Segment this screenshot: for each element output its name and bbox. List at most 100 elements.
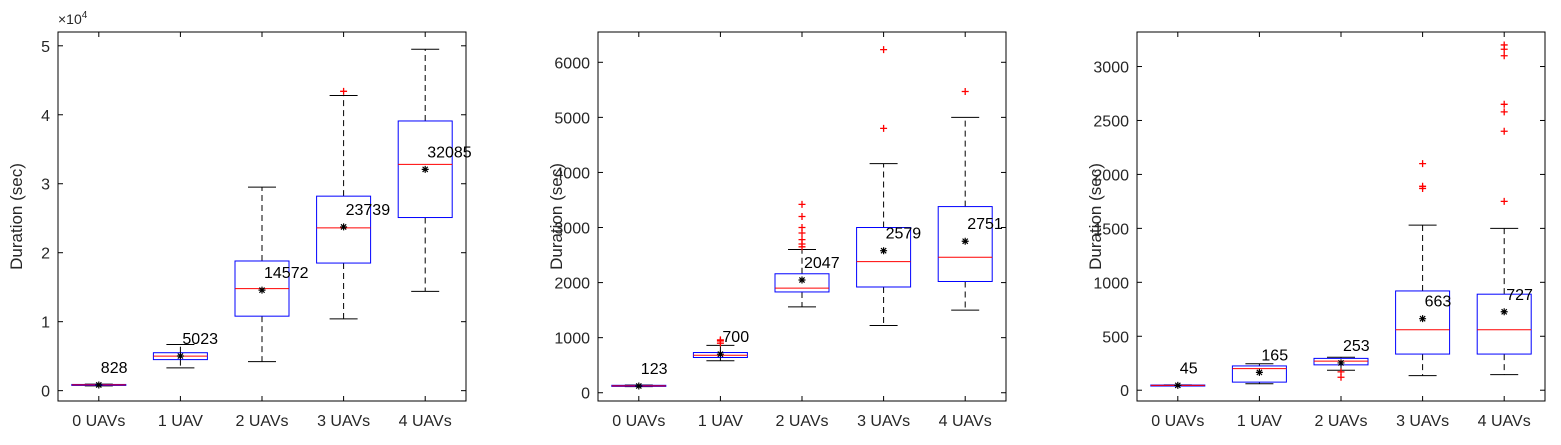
- box-iqr: [1476, 293, 1532, 355]
- mean-value-label: 2751: [967, 216, 1003, 233]
- y-tick-label: 2500: [1093, 113, 1129, 130]
- x-tick-label: 2 UAVs: [1314, 413, 1367, 430]
- box-3: 253: [1313, 338, 1370, 381]
- mean-value-label: 165: [1261, 347, 1288, 364]
- box-3: 14572: [234, 186, 309, 363]
- mean-value-label: 123: [641, 361, 668, 378]
- y-tick-label: 0: [41, 384, 50, 401]
- x-tick-label: 3 UAVs: [857, 413, 910, 430]
- outlier-marker: [1500, 52, 1508, 60]
- y-tick-label: 1: [41, 315, 50, 332]
- y-tick-label: 5: [41, 39, 50, 56]
- outlier-marker: [798, 236, 806, 244]
- x-tick-label: 0 UAVs: [612, 413, 665, 430]
- box-iqr: [856, 227, 912, 288]
- outlier-marker: [1500, 100, 1508, 108]
- box-4: 663: [1395, 160, 1451, 377]
- y-exponent-base: ×10: [58, 11, 82, 27]
- outlier-marker: [340, 87, 348, 95]
- box-1: 123: [611, 361, 668, 390]
- x-tick-label: 1 UAV: [698, 413, 743, 430]
- y-tick-label: 4: [41, 108, 50, 125]
- y-tick-label: 2000: [1093, 167, 1129, 184]
- mean-marker: [258, 286, 266, 294]
- box-iqr: [937, 206, 993, 282]
- mean-marker: [176, 352, 184, 360]
- mean-marker: [880, 247, 888, 255]
- x-tick-label: 3 UAVs: [317, 413, 370, 430]
- mean-marker: [1419, 315, 1427, 323]
- mean-value-label: 2047: [804, 255, 840, 272]
- y-axis-label: Duration (sec): [7, 163, 26, 270]
- outlier-marker: [798, 224, 806, 232]
- boxplot-panel-2: 0 1000 2000 3000 4000 5000 6000 0 UAVs 1 UAV 2 UA…: [547, 31, 1007, 430]
- mean-marker: [421, 165, 429, 173]
- mean-marker: [961, 237, 969, 245]
- mean-value-label: 45: [1180, 360, 1198, 377]
- x-tick-label: 1 UAV: [158, 413, 203, 430]
- x-tick-label: 3 UAVs: [1396, 413, 1449, 430]
- mean-value-label: 2579: [886, 226, 922, 243]
- y-exponent-label: ×104: [58, 10, 88, 27]
- mean-marker: [798, 276, 806, 284]
- x-tick-label: 2 UAVs: [235, 413, 288, 430]
- box-iqr: [397, 120, 453, 219]
- y-tick-label: 5000: [554, 110, 590, 127]
- axes-frame: [1136, 31, 1546, 402]
- outlier-marker: [1500, 41, 1508, 49]
- box-5: 2751: [937, 87, 1003, 311]
- box-iqr: [1231, 365, 1287, 383]
- y-axis-label: Duration (sec): [547, 163, 566, 270]
- boxplot-panel-3: 0 500 1000 1500 2000 2500 3000 0 UAVs 1 UAV 2 UAV…: [1086, 31, 1546, 430]
- outlier-marker: [1500, 197, 1508, 205]
- x-tick-label: 4 UAVs: [1478, 413, 1531, 430]
- box-3: 2047: [774, 200, 840, 308]
- outlier-marker: [1337, 368, 1345, 376]
- mean-value-label: 5023: [182, 331, 218, 348]
- outlier-marker: [798, 213, 806, 220]
- y-tick-label: 1000: [554, 331, 590, 348]
- outlier-marker: [716, 336, 724, 344]
- x-tick-label: 4 UAVs: [399, 413, 452, 430]
- mean-value-label: 700: [722, 329, 749, 346]
- mean-marker: [716, 350, 724, 358]
- boxplot-panel-1: 0 1 2 3 4 5 0 UAVs 1 UAV 2 UAVs 3 UAVs 4 UAVs Durat…: [7, 10, 472, 430]
- y-tick-label: 2000: [554, 276, 590, 293]
- outlier-marker: [1419, 182, 1427, 190]
- mean-marker: [340, 223, 348, 231]
- outlier-marker: [1500, 108, 1508, 116]
- mean-marker: [95, 381, 103, 389]
- box-1: 45: [1150, 360, 1206, 389]
- x-tick-label: 0 UAVs: [72, 413, 125, 430]
- box-5: 32085: [397, 48, 472, 292]
- outlier-marker: [880, 124, 888, 132]
- y-tick-label: 0: [1120, 383, 1129, 400]
- mean-marker: [635, 382, 643, 390]
- x-tick-label: 4 UAVs: [939, 413, 992, 430]
- box-2: 5023: [152, 331, 218, 369]
- x-tick-label: 1 UAV: [1237, 413, 1282, 430]
- box-iqr: [1395, 290, 1451, 355]
- y-exponent-power: 4: [82, 10, 88, 21]
- box-iqr: [774, 273, 830, 293]
- mean-value-label: 253: [1343, 338, 1370, 355]
- y-tick-label: 0: [581, 386, 590, 403]
- box-iqr: [316, 195, 372, 264]
- mean-value-label: 14572: [264, 265, 309, 282]
- mean-value-label: 727: [1506, 287, 1533, 304]
- y-tick-label: 3000: [1093, 60, 1129, 77]
- mean-value-label: 32085: [427, 144, 472, 161]
- box-2: 165: [1231, 347, 1288, 385]
- box-2: 700: [692, 329, 749, 362]
- y-tick-label: 1500: [1093, 221, 1129, 238]
- x-tick-label: 2 UAVs: [775, 413, 828, 430]
- y-axis-label: Duration (sec): [1086, 163, 1105, 270]
- y-tick-label: 2: [41, 246, 50, 263]
- box-4: 2579: [856, 46, 922, 327]
- outlier-marker: [961, 87, 969, 95]
- mean-marker: [1174, 381, 1182, 389]
- y-tick-label: 1000: [1093, 275, 1129, 292]
- y-tick-label: 6000: [554, 55, 590, 72]
- mean-marker: [1337, 359, 1345, 367]
